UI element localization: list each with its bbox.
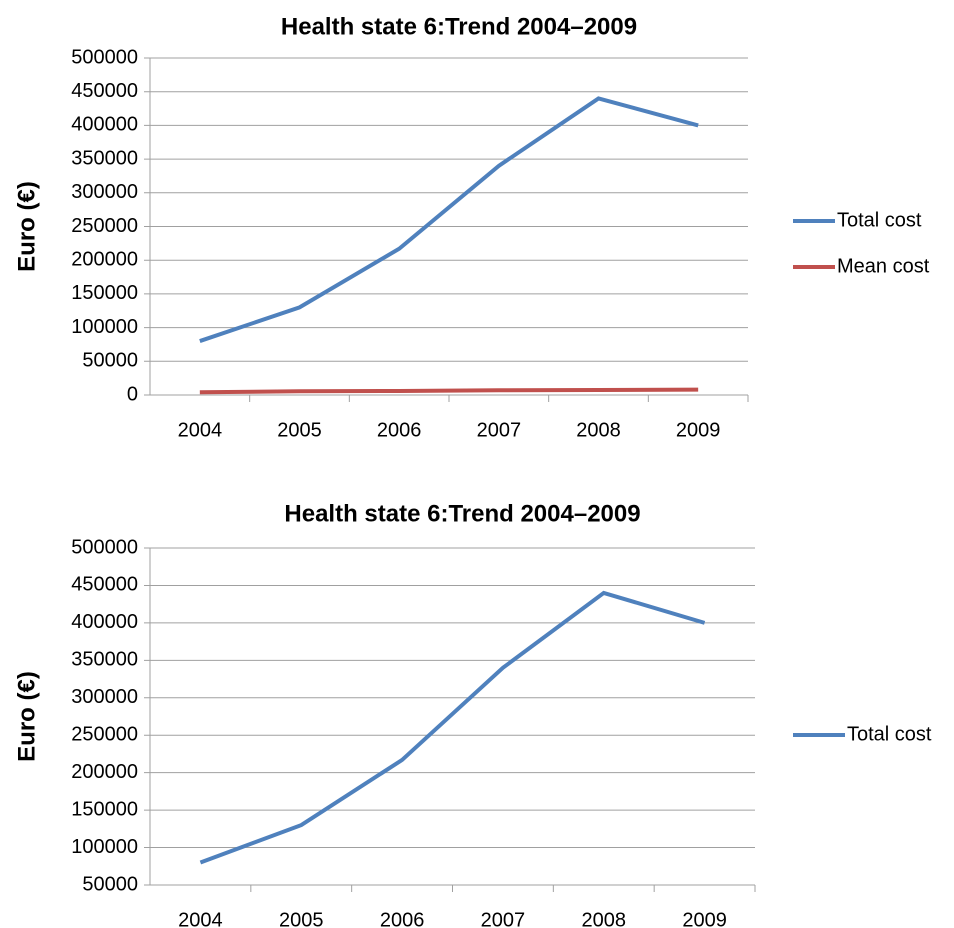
y-tick-label: 250000 <box>71 724 138 746</box>
x-tick-label: 2006 <box>377 419 422 441</box>
y-tick-label: 350000 <box>71 147 138 169</box>
y-tick-label: 300000 <box>71 686 138 708</box>
y-tick-label: 50000 <box>82 873 138 895</box>
x-tick-label: 2006 <box>380 909 425 928</box>
x-tick-label: 2005 <box>279 909 324 928</box>
x-tick-label: 2004 <box>178 419 223 441</box>
y-axis-label: Euro (€) <box>13 181 40 272</box>
y-tick-label: 350000 <box>71 649 138 671</box>
y-tick-label: 50000 <box>82 350 138 372</box>
y-tick-label: 500000 <box>71 536 138 558</box>
x-tick-label: 2008 <box>582 909 627 928</box>
y-tick-label: 450000 <box>71 574 138 596</box>
legend-label: Total cost <box>847 723 932 745</box>
chart-title: Health state 6:Trend 2004–2009 <box>284 500 640 527</box>
y-tick-label: 400000 <box>71 611 138 633</box>
y-tick-label: 500000 <box>71 46 138 68</box>
y-tick-label: 150000 <box>71 798 138 820</box>
legend-label: Mean cost <box>837 255 930 277</box>
y-tick-label: 200000 <box>71 248 138 270</box>
x-tick-label: 2007 <box>477 419 522 441</box>
y-tick-label: 150000 <box>71 282 138 304</box>
x-tick-label: 2007 <box>481 909 526 928</box>
series-line <box>199 96 699 343</box>
series-line <box>199 387 699 395</box>
y-tick-label: 100000 <box>71 316 138 338</box>
x-tick-label: 2009 <box>676 419 721 441</box>
legend-label: Total cost <box>837 209 922 231</box>
y-tick-label: 0 <box>127 383 138 405</box>
y-axis-label: Euro (€) <box>13 671 40 762</box>
y-tick-label: 200000 <box>71 761 138 783</box>
y-tick-label: 450000 <box>71 80 138 102</box>
chart-title: Health state 6:Trend 2004–2009 <box>281 13 637 40</box>
x-tick-label: 2004 <box>178 909 223 928</box>
x-tick-label: 2008 <box>576 419 621 441</box>
x-tick-label: 2005 <box>277 419 322 441</box>
y-tick-label: 400000 <box>71 114 138 136</box>
y-tick-label: 300000 <box>71 181 138 203</box>
x-tick-label: 2009 <box>682 909 727 928</box>
series-line <box>199 590 706 865</box>
y-tick-label: 250000 <box>71 215 138 237</box>
y-tick-label: 100000 <box>71 836 138 858</box>
